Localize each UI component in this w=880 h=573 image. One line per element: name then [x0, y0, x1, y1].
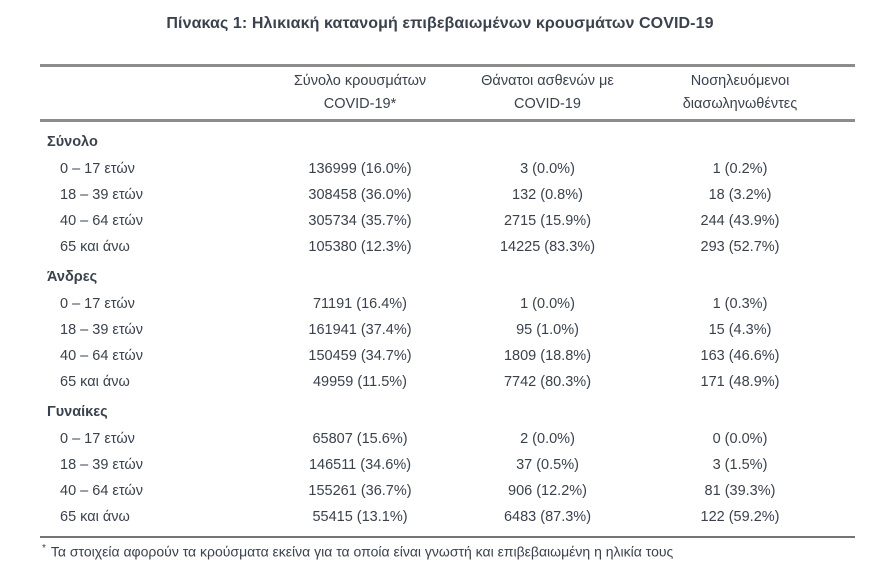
deaths-value: 1809 (18.8%) — [503, 348, 592, 364]
cases-value: 65807 (15.6%) — [312, 431, 408, 447]
table-row: 65 και άνω 105380 (12.3%) 14225 (83.3%) … — [40, 234, 855, 260]
table-footnote: * Τα στοιχεία αφορούν τα κρούσματα εκείνα… — [40, 536, 855, 560]
intubated-value: 171 (48.9%) — [700, 374, 780, 390]
cases-value: 71191 (16.4%) — [312, 296, 408, 312]
age-group-label: 18 – 39 ετών — [60, 457, 143, 473]
age-group-label: 40 – 64 ετών — [60, 213, 143, 229]
table-row: 65 και άνω 55415 (13.1%) 6483 (87.3%) 12… — [40, 504, 855, 530]
deaths-value: 7742 (80.3%) — [503, 374, 592, 390]
age-group-label: 0 – 17 ετών — [60, 161, 135, 177]
deaths-value: 6483 (87.3%) — [503, 509, 592, 525]
age-group-label: 65 και άνω — [60, 509, 130, 525]
header-total-cases: Σύνολο κρουσμάτων COVID-19* — [250, 70, 470, 116]
header-deaths: Θάνατοι ασθενών με COVID-19 — [470, 70, 625, 116]
table-row: 18 – 39 ετών 161941 (37.4%) 95 (1.0%) 15… — [40, 317, 855, 343]
deaths-value: 1 (0.0%) — [520, 296, 575, 312]
intubated-value: 1 (0.3%) — [712, 296, 768, 312]
section-women: Γυναίκες 0 – 17 ετών 65807 (15.6%) 2 (0.… — [40, 399, 855, 530]
intubated-value: 293 (52.7%) — [700, 239, 780, 255]
table-row: 40 – 64 ετών 150459 (34.7%) 1809 (18.8%)… — [40, 343, 855, 369]
intubated-value: 163 (46.6%) — [700, 348, 780, 364]
age-group-label: 18 – 39 ετών — [60, 322, 143, 338]
cases-value: 161941 (37.4%) — [308, 322, 412, 338]
deaths-value: 132 (0.8%) — [512, 187, 583, 203]
intubated-value: 81 (39.3%) — [704, 483, 776, 499]
age-group-label: 0 – 17 ετών — [60, 296, 135, 312]
table-row: 40 – 64 ετών 155261 (36.7%) 906 (12.2%) … — [40, 478, 855, 504]
deaths-value: 14225 (83.3%) — [499, 239, 596, 255]
deaths-value: 2 (0.0%) — [520, 431, 575, 447]
header-deaths-line1: Θάνατοι ασθενών με — [481, 73, 614, 89]
age-group-label: 0 – 17 ετών — [60, 431, 135, 447]
footnote-asterisk: * — [42, 543, 46, 554]
deaths-value: 95 (1.0%) — [516, 322, 579, 338]
age-group-label: 65 και άνω — [60, 374, 130, 390]
age-group-label: 65 και άνω — [60, 239, 130, 255]
cases-value: 308458 (36.0%) — [308, 187, 412, 203]
deaths-value: 3 (0.0%) — [520, 161, 575, 177]
footnote-text: Τα στοιχεία αφορούν τα κρούσματα εκείνα … — [50, 543, 674, 560]
section-total: Σύνολο 0 – 17 ετών 136999 (16.0%) 3 (0.0… — [40, 129, 855, 260]
section-label-women: Γυναίκες — [47, 404, 108, 420]
cases-value: 305734 (35.7%) — [308, 213, 412, 229]
table-body: Σύνολο 0 – 17 ετών 136999 (16.0%) 3 (0.0… — [40, 122, 855, 536]
cases-value: 136999 (16.0%) — [308, 161, 412, 177]
table-header-row: Σύνολο κρουσμάτων COVID-19* Θάνατοι ασθε… — [40, 64, 855, 122]
deaths-value: 906 (12.2%) — [508, 483, 587, 499]
cases-value: 49959 (11.5%) — [312, 374, 408, 390]
age-group-label: 40 – 64 ετών — [60, 348, 143, 364]
intubated-value: 0 (0.0%) — [712, 431, 768, 447]
intubated-value: 15 (4.3%) — [708, 322, 772, 338]
deaths-value: 2715 (15.9%) — [503, 213, 592, 229]
deaths-value: 37 (0.5%) — [516, 457, 579, 473]
intubated-value: 18 (3.2%) — [708, 187, 772, 203]
section-label-total: Σύνολο — [47, 134, 98, 150]
table-row: 0 – 17 ετών 136999 (16.0%) 3 (0.0%) 1 (0… — [40, 156, 855, 182]
header-intubated: Νοσηλευόμενοι διασωληνωθέντες — [625, 70, 855, 116]
section-men: Άνδρες 0 – 17 ετών 71191 (16.4%) 1 (0.0%… — [40, 264, 855, 395]
cases-value: 105380 (12.3%) — [308, 239, 412, 255]
cases-value: 155261 (36.7%) — [308, 483, 412, 499]
age-distribution-table: Σύνολο κρουσμάτων COVID-19* Θάνατοι ασθε… — [40, 64, 855, 560]
section-label-men: Άνδρες — [47, 269, 98, 285]
header-intubated-line1: Νοσηλευόμενοι — [690, 73, 790, 89]
table-row: 18 – 39 ετών 146511 (34.6%) 37 (0.5%) 3 … — [40, 452, 855, 478]
age-group-label: 18 – 39 ετών — [60, 187, 143, 203]
table-row: 18 – 39 ετών 308458 (36.0%) 132 (0.8%) 1… — [40, 182, 855, 208]
page-title: Πίνακας 1: Ηλικιακή κατανομή επιβεβαιωμέ… — [166, 15, 714, 32]
intubated-value: 1 (0.2%) — [712, 161, 768, 177]
table-row: 65 και άνω 49959 (11.5%) 7742 (80.3%) 17… — [40, 369, 855, 395]
cases-value: 146511 (34.6%) — [308, 457, 412, 473]
intubated-value: 3 (1.5%) — [712, 457, 768, 473]
intubated-value: 244 (43.9%) — [700, 213, 780, 229]
table-row: 0 – 17 ετών 71191 (16.4%) 1 (0.0%) 1 (0.… — [40, 291, 855, 317]
header-total-cases-line2: COVID-19* — [323, 96, 397, 112]
header-total-cases-line1: Σύνολο κρουσμάτων — [293, 73, 427, 89]
age-group-label: 40 – 64 ετών — [60, 483, 143, 499]
header-intubated-line2: διασωληνωθέντες — [682, 96, 798, 112]
table-row: 0 – 17 ετών 65807 (15.6%) 2 (0.0%) 0 (0.… — [40, 426, 855, 452]
cases-value: 55415 (13.1%) — [312, 509, 408, 525]
cases-value: 150459 (34.7%) — [308, 348, 412, 364]
intubated-value: 122 (59.2%) — [700, 509, 780, 525]
table-row: 40 – 64 ετών 305734 (35.7%) 2715 (15.9%)… — [40, 208, 855, 234]
header-deaths-line2: COVID-19 — [514, 96, 581, 112]
